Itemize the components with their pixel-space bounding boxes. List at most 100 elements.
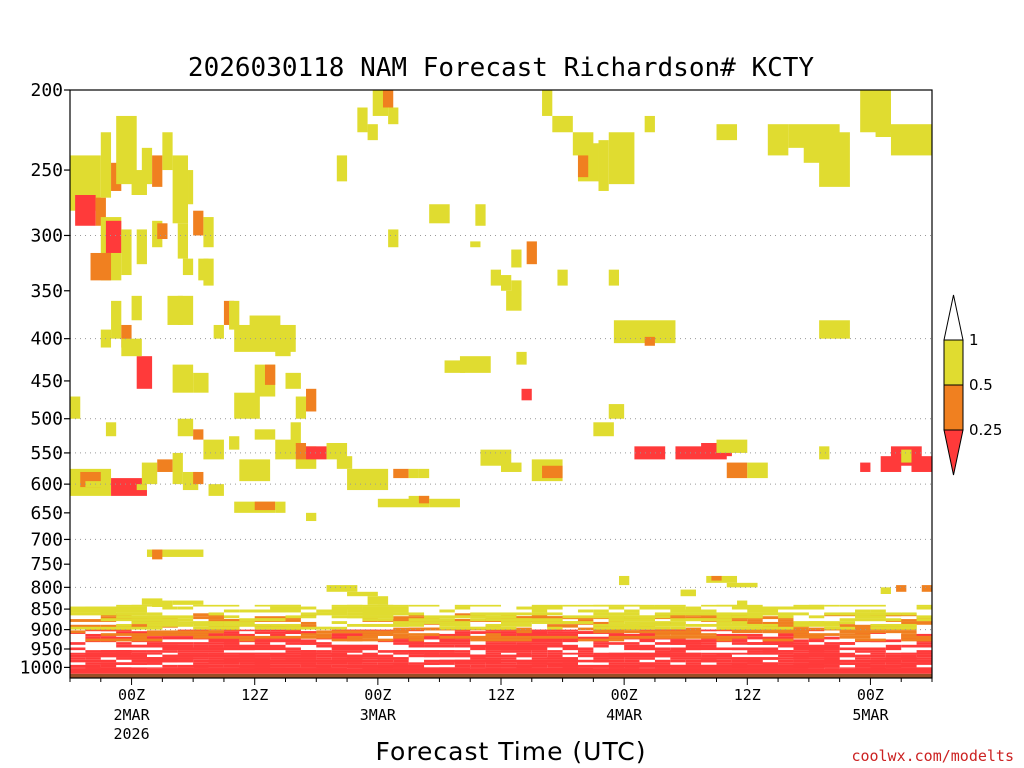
low-level-cell — [593, 630, 609, 634]
low-level-cell — [270, 604, 301, 607]
low-level-cell — [70, 624, 101, 628]
low-level-cell — [577, 650, 594, 653]
heatmap-cell — [896, 585, 907, 592]
low-level-cell — [300, 662, 317, 665]
low-level-cell — [762, 642, 779, 645]
low-level-cell — [901, 662, 932, 665]
low-level-cell — [839, 633, 871, 636]
low-level-cell — [701, 629, 717, 632]
low-level-cell — [747, 652, 763, 655]
low-level-cell — [870, 623, 917, 627]
heatmap-cell — [619, 575, 630, 586]
heatmap-cell — [357, 107, 368, 133]
low-level-cell — [778, 644, 809, 648]
low-level-cell — [516, 630, 532, 634]
low-level-cell — [624, 623, 640, 627]
low-level-cell — [316, 662, 348, 665]
heatmap-cell — [172, 364, 194, 393]
low-level-cell — [701, 612, 732, 616]
low-level-cell — [531, 616, 578, 620]
heatmap-cell — [911, 456, 932, 472]
heatmap-cell — [501, 275, 512, 291]
low-level-cell — [762, 623, 779, 627]
heatmap-cell — [105, 422, 117, 437]
low-level-cell — [608, 654, 640, 658]
low-level-cell — [208, 644, 224, 648]
low-level-cell — [116, 654, 147, 658]
low-level-cell — [131, 621, 178, 624]
low-level-cell — [439, 639, 471, 643]
heatmap-cell — [444, 360, 466, 373]
heatmap-cell — [552, 115, 573, 133]
heatmap-cell — [203, 217, 214, 248]
low-level-cell — [901, 612, 917, 616]
low-level-cell — [685, 662, 702, 665]
low-level-cell — [593, 612, 640, 616]
low-level-cell — [193, 667, 224, 669]
low-level-cell — [516, 618, 563, 622]
low-level-cell — [146, 633, 163, 636]
low-level-cell — [208, 621, 224, 624]
low-level-cell — [254, 629, 271, 632]
low-level-cell — [393, 635, 409, 639]
low-level-cell — [747, 619, 763, 622]
low-level-cell — [670, 616, 686, 620]
heatmap-cell — [716, 124, 738, 141]
low-level-cell — [593, 621, 609, 625]
low-level-cell — [485, 650, 532, 653]
low-level-cell — [254, 662, 271, 665]
low-level-cell — [223, 642, 240, 645]
y-tick-label: 400 — [30, 329, 63, 350]
low-level-cell — [300, 657, 317, 660]
low-level-cell — [855, 615, 886, 619]
low-level-cell — [100, 636, 147, 640]
low-level-cell — [654, 604, 686, 607]
low-level-cell — [670, 626, 686, 630]
low-level-cell — [716, 615, 732, 619]
low-level-cell — [470, 618, 486, 622]
low-level-cell — [885, 667, 917, 669]
heatmap-cell — [393, 468, 409, 479]
low-level-cell — [808, 650, 840, 653]
heatmap-cell — [608, 132, 635, 185]
low-level-cell — [331, 636, 363, 640]
low-level-cell — [270, 633, 286, 637]
low-level-cell — [701, 657, 748, 660]
heatmap-cell — [152, 549, 163, 560]
low-level-cell — [70, 619, 117, 622]
low-level-cell — [331, 604, 363, 607]
heatmap-cell — [367, 596, 389, 605]
surface-band — [70, 673, 932, 678]
low-level-cell — [654, 612, 702, 616]
low-level-cell — [347, 644, 378, 648]
low-level-cell — [624, 604, 655, 607]
low-level-cell — [424, 662, 440, 665]
heatmap-cell — [526, 241, 537, 265]
x-tick-date: 3MAR — [360, 706, 397, 724]
low-level-cell — [439, 652, 471, 655]
low-level-cell — [116, 638, 147, 642]
colorbar-label: 1 — [969, 331, 979, 349]
low-level-cell — [116, 650, 147, 653]
low-level-cell — [408, 635, 425, 639]
low-level-cell — [70, 657, 86, 660]
low-level-cell — [454, 644, 501, 648]
low-level-cell — [100, 652, 132, 655]
y-tick-label: 550 — [30, 443, 63, 464]
low-level-cell — [485, 652, 501, 655]
low-level-cell — [531, 621, 578, 624]
low-level-cell — [193, 626, 240, 630]
low-level-cell — [193, 623, 224, 627]
low-level-cell — [624, 609, 640, 613]
low-level-cell — [562, 639, 578, 643]
low-level-cell — [701, 652, 732, 655]
low-level-cell — [177, 657, 209, 660]
heatmap-cell — [347, 468, 389, 491]
low-level-cell — [285, 615, 317, 619]
low-level-cell — [885, 664, 902, 668]
low-level-cell — [885, 619, 932, 622]
low-level-cell — [501, 667, 532, 669]
y-tick-label: 500 — [30, 409, 63, 430]
low-level-cell — [839, 647, 886, 651]
